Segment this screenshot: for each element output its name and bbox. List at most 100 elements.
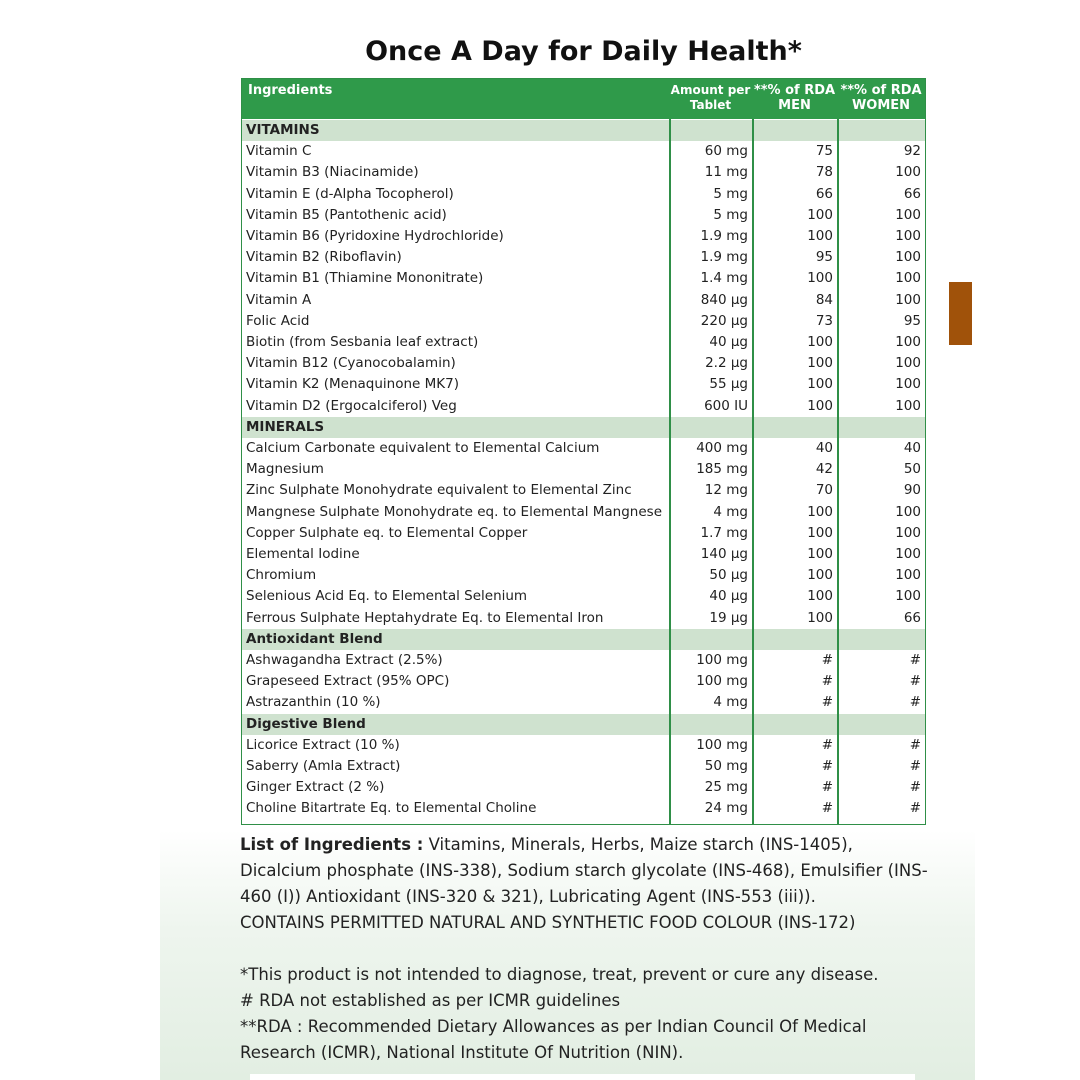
nutrition-table: Ingredients Amount per Tablet **% of RDA M…: [241, 78, 926, 825]
cell: 1.9 mg: [700, 249, 748, 266]
cell: 100: [895, 164, 921, 181]
section-row: VITAMINS: [242, 120, 925, 142]
cell: 66: [815, 185, 833, 202]
cell: 600 IU: [704, 397, 748, 414]
cell: Vitamin E (d-Alpha Tocopherol): [246, 185, 454, 202]
cell: 220 µg: [700, 312, 748, 329]
ingredients-note: List of Ingredients : Vitamins, Minerals…: [240, 832, 930, 910]
header-cell: Ingredients: [248, 83, 333, 98]
cell: Vitamin C: [246, 143, 312, 160]
cell: Magnesium: [246, 461, 324, 478]
table-row: Vitamin E (d-Alpha Tocopherol) 5 mg 66 66: [242, 184, 925, 205]
table-row: Chromium 50 µg 100 100: [242, 565, 925, 586]
cell: 70: [815, 482, 833, 499]
cell: 100: [807, 270, 833, 287]
cell: 55 µg: [709, 376, 748, 393]
cell: 100: [807, 503, 833, 520]
cell: Ginger Extract (2 %): [246, 779, 385, 796]
cell: 5 mg: [713, 206, 748, 223]
cell: 2.2 µg: [705, 355, 748, 372]
cell: 40: [903, 440, 921, 456]
cell: Vitamin B2 (Riboflavin): [246, 249, 402, 266]
background-gradient: [160, 830, 975, 1080]
cell: Grapeseed Extract (95% OPC): [246, 673, 450, 690]
cell: 1.7 mg: [700, 524, 748, 541]
cell: #: [909, 758, 921, 774]
cell: 19 µg: [709, 609, 748, 626]
cell: 11 mg: [704, 164, 748, 181]
label: List of Ingredients :: [240, 835, 424, 854]
cell: 66: [903, 609, 921, 626]
table-header: Ingredients Amount per Tablet **% of RDA M…: [242, 79, 925, 119]
cell: Ashwagandha Extract (2.5%): [246, 652, 443, 668]
table-row: Ferrous Sulphate Heptahydrate Eq. to Ele…: [242, 608, 925, 629]
table-row: Vitamin B12 (Cyanocobalamin) 2.2 µg 100 100: [242, 353, 925, 374]
cell: Biotin (from Sesbania leaf extract): [246, 334, 479, 350]
cell: 92: [903, 143, 921, 160]
cell: 100 mg: [696, 736, 748, 753]
hash-note: # RDA not established as per ICMR guidel…: [240, 991, 621, 1010]
cell: 50 mg: [704, 758, 748, 774]
cell: #: [909, 673, 921, 690]
cell: 100: [895, 228, 921, 244]
column-divider: [752, 119, 754, 824]
cell: #: [821, 694, 833, 711]
cell: Zinc Sulphate Monohydrate equivalent to …: [246, 482, 632, 499]
text: Vitamins, Minerals, Herbs, Maize starch …: [240, 835, 928, 906]
table-row: Biotin (from Sesbania leaf extract) 40 µg…: [242, 332, 925, 353]
cell: 4 mg: [713, 694, 748, 711]
cell: 400 mg: [696, 440, 748, 456]
column-divider: [669, 119, 671, 824]
header-cell: **% of RDA WOMEN: [840, 83, 922, 113]
side-tab: [949, 282, 972, 345]
section-row: MINERALS: [242, 416, 925, 438]
cell: Vitamin B5 (Pantothenic acid): [246, 206, 447, 223]
cell: 100: [807, 524, 833, 541]
cell: Vitamin K2 (Menaquinone MK7): [246, 376, 459, 393]
cell: #: [909, 694, 921, 711]
title: Once A Day for Daily Health*: [365, 36, 802, 67]
section-title: MINERALS: [246, 418, 325, 435]
cell: 100: [895, 397, 921, 414]
section-row: Digestive Blend: [242, 713, 925, 735]
cell: 100: [895, 249, 921, 266]
table-row: Ginger Extract (2 %) 25 mg # #: [242, 777, 925, 798]
cell: Vitamin B6 (Pyridoxine Hydrochloride): [246, 228, 504, 244]
colour-note: CONTAINS PERMITTED NATURAL AND SYNTHETIC…: [240, 913, 856, 932]
spacer: [240, 936, 930, 962]
cell: 100: [895, 567, 921, 584]
table-row: Selenious Acid Eq. to Elemental Selenium…: [242, 586, 925, 607]
cell: 40 µg: [709, 588, 748, 605]
section-row: Antioxidant Blend: [242, 628, 925, 650]
table-row: Vitamin A 840 µg 84 100: [242, 290, 925, 311]
table-row: Magnesium 185 mg 42 50: [242, 459, 925, 480]
cell: Copper Sulphate eq. to Elemental Copper: [246, 524, 528, 541]
table-row: Vitamin B6 (Pyridoxine Hydrochloride) 1.9…: [242, 226, 925, 247]
cell: 95: [815, 249, 833, 266]
cell: Vitamin B1 (Thiamine Mononitrate): [246, 270, 484, 287]
table-row: Zinc Sulphate Monohydrate equivalent to …: [242, 480, 925, 501]
table-row: Vitamin K2 (Menaquinone MK7) 55 µg 100 100: [242, 374, 925, 395]
table-row: Vitamin B1 (Thiamine Mononitrate) 1.4 mg 1…: [242, 268, 925, 289]
cell: #: [821, 652, 833, 668]
cell: Vitamin B12 (Cyanocobalamin): [246, 355, 456, 372]
cell: 1.4 mg: [700, 270, 748, 287]
cell: 100: [895, 270, 921, 287]
table-row: Vitamin B5 (Pantothenic acid) 5 mg 100 100: [242, 205, 925, 226]
cell: 73: [815, 312, 833, 329]
cell: 100: [895, 503, 921, 520]
cell: 100: [807, 567, 833, 584]
cell: 42: [815, 461, 833, 478]
table-row: Astrazanthin (10 %) 4 mg # #: [242, 692, 925, 713]
cell: 100: [895, 588, 921, 605]
cell: 100: [807, 588, 833, 605]
cell: 100: [807, 376, 833, 393]
cell: #: [821, 779, 833, 796]
cell: Licorice Extract (10 %): [246, 736, 400, 753]
cell: Calcium Carbonate equivalent to Elementa…: [246, 440, 600, 456]
table-row: Saberry (Amla Extract) 50 mg # #: [242, 756, 925, 777]
cell: Chromium: [246, 567, 317, 584]
cell: 100: [895, 376, 921, 393]
cell: Astrazanthin (10 %): [246, 694, 381, 711]
